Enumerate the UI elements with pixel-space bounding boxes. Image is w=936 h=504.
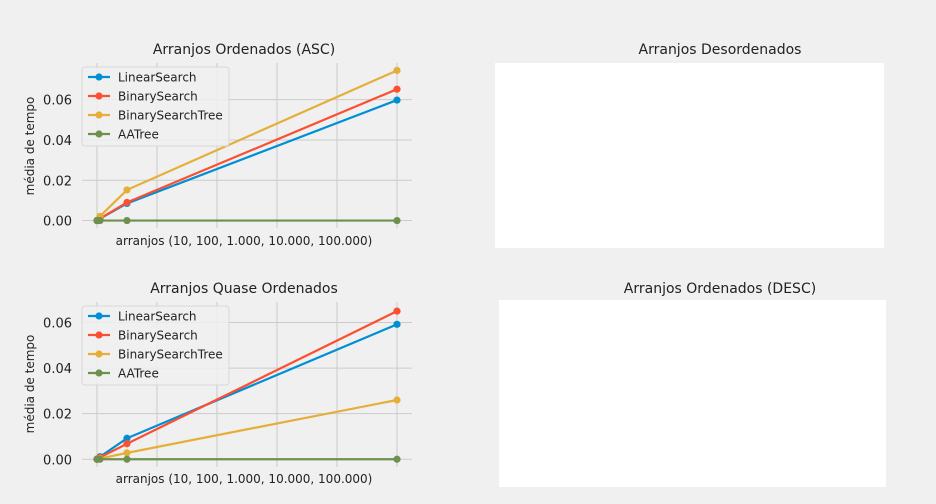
y-tick-label: 0.00 — [43, 215, 72, 230]
legend-label: LinearSearch — [118, 71, 197, 85]
legend-marker — [95, 73, 103, 81]
data-point-binarysearchtree — [123, 186, 131, 194]
y-tick-label: 0.06 — [43, 317, 72, 332]
y-tick-label: 0.02 — [43, 408, 72, 423]
legend-box — [81, 66, 230, 147]
x-axis-label: arranjos (10, 100, 1.000, 10.000, 100.00… — [116, 234, 373, 248]
legend-item-binarysearchtree: BinarySearchTree — [88, 109, 223, 123]
legend-item-aatree: AATree — [88, 128, 159, 142]
blank-axes-area — [499, 300, 886, 487]
legend-marker — [95, 111, 103, 119]
y-tick-label: 0.04 — [43, 134, 72, 149]
legend-item-linearsearch: LinearSearch — [88, 71, 197, 85]
chart-title: Arranjos Ordenados (ASC) — [153, 42, 335, 58]
data-point-binarysearchtree — [393, 396, 401, 404]
data-point-linearsearch — [393, 320, 401, 328]
chart-title: Arranjos Quase Ordenados — [150, 281, 338, 297]
legend: LinearSearch BinarySearch BinarySearchTree… — [81, 305, 230, 386]
chart-panel-quase-ordenados: Arranjos Quase Ordenados arranjos (10, 1… — [23, 281, 412, 486]
data-point-aatree — [393, 455, 401, 463]
legend-marker — [95, 312, 103, 320]
plot-area: 0.00 0.02 0.04 0.06 — [43, 302, 412, 468]
legend-label: LinearSearch — [118, 310, 197, 324]
legend-item-binarysearch: BinarySearch — [88, 90, 198, 104]
data-point-linearsearch — [123, 434, 131, 442]
chart-title: Arranjos Desordenados — [639, 42, 802, 58]
blank-axes-area — [495, 63, 884, 248]
legend-marker — [95, 130, 103, 138]
legend-label: AATree — [118, 128, 159, 142]
data-point-aatree — [96, 455, 104, 463]
legend-item-aatree: AATree — [88, 367, 159, 381]
data-point-aatree — [123, 216, 131, 225]
data-point-binarysearch — [123, 440, 131, 448]
chart-panel-desordenados: Arranjos Desordenados — [495, 42, 884, 248]
legend-item-binarysearchtree: BinarySearchTree — [88, 348, 223, 362]
data-point-binarysearch — [393, 307, 401, 315]
legend-label: AATree — [118, 367, 159, 381]
legend-box — [81, 305, 230, 386]
data-point-binarysearch — [123, 198, 131, 207]
legend-marker — [95, 92, 103, 100]
chart-panel-ordenados-asc: Arranjos Ordenados (ASC) arranjos (10, 1… — [23, 42, 412, 248]
legend-label: BinarySearch — [118, 90, 198, 104]
legend-marker — [95, 369, 103, 377]
chart-panel-ordenados-desc: Arranjos Ordenados (DESC) — [499, 281, 886, 487]
legend-label: BinarySearchTree — [118, 348, 223, 362]
y-tick-label: 0.06 — [43, 94, 72, 109]
data-point-binarysearch — [393, 85, 401, 93]
y-axis-label: média de tempo — [23, 97, 37, 196]
legend-marker — [95, 331, 103, 339]
y-axis-label: média de tempo — [23, 335, 37, 434]
legend-marker — [95, 350, 103, 358]
data-point-linearsearch — [393, 96, 401, 104]
data-point-aatree — [123, 455, 131, 463]
legend-item-binarysearch: BinarySearch — [88, 329, 198, 343]
chart-title: Arranjos Ordenados (DESC) — [624, 281, 816, 297]
y-tick-label: 0.04 — [43, 362, 72, 377]
legend: LinearSearch BinarySearch BinarySearchTree… — [81, 66, 230, 147]
legend-label: BinarySearch — [118, 329, 198, 343]
data-point-aatree — [96, 216, 104, 225]
data-point-binarysearchtree — [393, 66, 401, 75]
y-tick-label: 0.02 — [43, 174, 72, 189]
data-point-binarysearchtree — [123, 449, 131, 457]
legend-item-linearsearch: LinearSearch — [88, 310, 197, 324]
y-tick-label: 0.00 — [43, 453, 72, 468]
legend-label: BinarySearchTree — [118, 109, 223, 123]
data-point-aatree — [393, 216, 401, 225]
x-axis-label: arranjos (10, 100, 1.000, 10.000, 100.00… — [116, 472, 373, 486]
